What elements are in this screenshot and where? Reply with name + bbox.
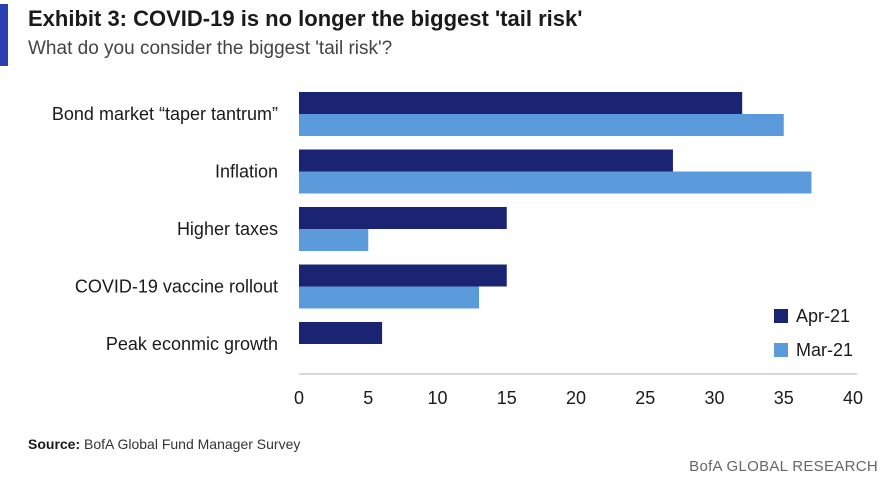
bar-apr-0: [299, 92, 742, 114]
x-tick-label: 0: [294, 388, 304, 408]
bar-mar-1: [299, 172, 811, 194]
bar-mar-0: [299, 114, 784, 136]
bar-chart: Bond market “taper tantrum” Inflation High…: [0, 0, 884, 483]
category-label: Higher taxes: [177, 219, 278, 239]
source-label: Source:: [28, 436, 80, 452]
legend-swatch-mar: [774, 343, 788, 357]
legend-label-apr: Apr-21: [796, 306, 850, 326]
category-label: Peak econmic growth: [106, 334, 278, 354]
category-label: Bond market “taper tantrum”: [52, 104, 278, 124]
legend-label-mar: Mar-21: [796, 340, 853, 360]
bar-apr-1: [299, 150, 673, 172]
x-tick-label: 40: [843, 388, 863, 408]
brand-label: BofA GLOBAL RESEARCH: [689, 458, 878, 475]
x-tick-label: 15: [497, 388, 517, 408]
x-tick-label: 10: [427, 388, 447, 408]
bar-mar-3: [299, 287, 479, 309]
source-note: Source: BofA Global Fund Manager Survey: [28, 436, 300, 452]
category-label: Inflation: [215, 162, 278, 182]
bar-apr-2: [299, 207, 507, 229]
x-tick-label: 5: [363, 388, 373, 408]
category-label: COVID-19 vaccine rollout: [75, 277, 278, 297]
x-tick-label: 25: [635, 388, 655, 408]
bar-apr-4: [299, 322, 382, 344]
bar-mar-2: [299, 229, 368, 251]
bar-apr-3: [299, 265, 507, 287]
source-text: BofA Global Fund Manager Survey: [84, 436, 300, 452]
x-tick-label: 30: [704, 388, 724, 408]
x-tick-label: 35: [774, 388, 794, 408]
legend-swatch-apr: [774, 309, 788, 323]
x-tick-label: 20: [566, 388, 586, 408]
